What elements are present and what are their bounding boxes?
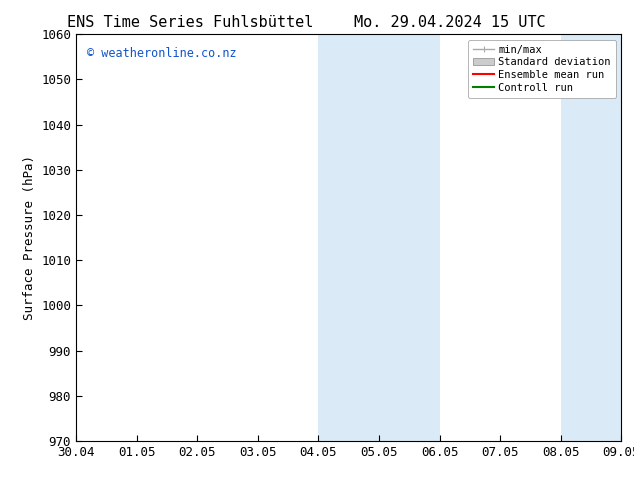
Text: Mo. 29.04.2024 15 UTC: Mo. 29.04.2024 15 UTC (354, 15, 546, 30)
Bar (318, 34, 439, 441)
Y-axis label: Surface Pressure (hPa): Surface Pressure (hPa) (23, 155, 36, 320)
Text: ENS Time Series Fuhlsbüttel: ENS Time Series Fuhlsbüttel (67, 15, 313, 30)
Bar (560, 34, 621, 441)
Text: © weatheronline.co.nz: © weatheronline.co.nz (87, 47, 236, 59)
Legend: min/max, Standard deviation, Ensemble mean run, Controll run: min/max, Standard deviation, Ensemble me… (468, 40, 616, 98)
